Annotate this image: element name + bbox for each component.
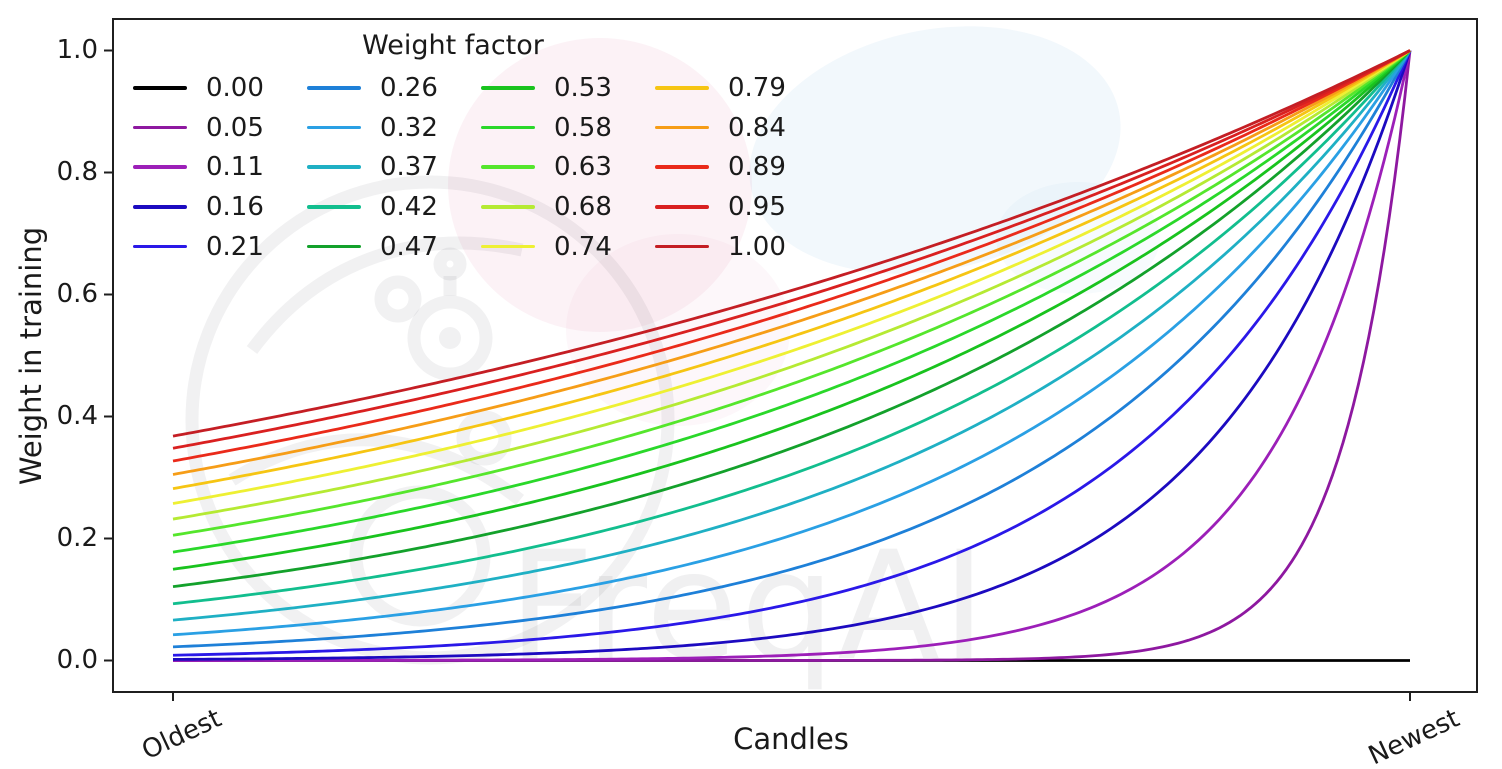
legend-line-swatch [307,165,361,170]
legend-entry-0.11: 0.11 [133,147,307,187]
weight-curve-0.53 [172,49,1411,571]
legend-entry-0.47: 0.47 [307,227,481,267]
legend-line-swatch [655,125,709,130]
weight-curve-0.32 [172,49,1412,637]
legend-entry-label: 0.00 [206,72,264,103]
legend-entry-label: 0.21 [206,231,264,262]
watermark-pink-leaf-2 [566,234,790,426]
legend-entry-0.21: 0.21 [133,227,307,267]
legend-title: Weight factor [362,30,544,61]
weight-curve-0.63 [172,49,1411,537]
legend-line-swatch [481,244,535,249]
legend-line-swatch [481,165,535,170]
legend-entry-label: 0.32 [380,112,438,143]
legend-grid: 0.00 0.05 0.11 0.16 0.21 0.26 0.32 0.37 0.42 0.47… [133,68,829,266]
legend-line-swatch [481,86,535,90]
weight-curve-0.84 [172,49,1411,476]
weight-curve-0.11 [173,50,1412,662]
legend-entry-0.79: 0.79 [655,68,829,108]
weight-curve-0.42 [172,49,1412,606]
legend-entry-label: 0.63 [554,152,612,183]
watermark-logo-dot [439,327,461,349]
weight-curve-0.16 [172,50,1412,661]
weight-curve-0.47 [172,49,1412,589]
legend-line-swatch [655,205,709,209]
legend-entry-0.00: 0.00 [133,68,307,108]
legend-entry-label: 0.74 [554,231,612,262]
legend-line-swatch [307,205,361,209]
legend-line-swatch [655,86,709,90]
legend-line-swatch [655,165,709,170]
legend-entry-label: 0.53 [554,72,612,103]
legend-line-swatch [307,125,361,130]
legend-line-swatch [481,125,535,130]
legend-line-swatch [133,125,187,130]
watermark-text: FreqAI [508,520,988,694]
legend-entry-1.00: 1.00 [655,227,829,267]
legend-entry-label: 0.47 [380,231,438,262]
legend-entry-0.42: 0.42 [307,187,481,227]
legend-entry-label: 0.37 [380,152,438,183]
watermark-pink-leaf [448,38,752,332]
weight-curve-0.68 [172,49,1411,521]
axis-ticks [104,49,1411,701]
legend-entry-0.63: 0.63 [481,147,655,187]
legend-entry-0.84: 0.84 [655,108,829,148]
legend-line-swatch [655,244,709,249]
weight-curve-0.37 [172,49,1412,622]
legend-entry-label: 0.26 [380,72,438,103]
legend-line-swatch [133,86,187,90]
weight-curve-0.26 [172,49,1412,649]
weight-curves [172,49,1412,662]
legend-entry-label: 0.11 [206,152,264,183]
legend-entry-label: 1.00 [728,231,786,262]
axes-spines [112,18,1478,693]
weight-curve-0.95 [172,49,1411,450]
legend-entry-0.16: 0.16 [133,187,307,227]
legend-line-swatch [133,165,187,170]
legend-entry-0.26: 0.26 [307,68,481,108]
legend-entry-label: 0.58 [554,112,612,143]
legend-entry-label: 0.05 [206,112,264,143]
weight-curve-0.58 [172,49,1411,554]
legend-entry-0.95: 0.95 [655,187,829,227]
legend-entry-label: 0.79 [728,72,786,103]
legend-line-swatch [133,244,187,249]
legend-entry-label: 0.95 [728,191,786,222]
legend-line-swatch [307,86,361,90]
legend-entry-0.58: 0.58 [481,108,655,148]
weight-curve-0.21 [172,49,1412,657]
weight-curve-0.74 [172,49,1411,505]
weight-curve-0.79 [172,49,1411,490]
legend-entry-0.89: 0.89 [655,147,829,187]
legend-line-swatch [133,205,187,209]
legend-entry-label: 0.16 [206,191,264,222]
legend-line-swatch [481,205,535,209]
legend-entry-label: 0.89 [728,152,786,183]
weight-curve-0.89 [172,49,1411,463]
legend-entry-0.32: 0.32 [307,108,481,148]
legend-entry-label: 0.42 [380,191,438,222]
legend-entry-0.05: 0.05 [133,108,307,148]
legend-line-swatch [307,244,361,249]
legend-entry-0.74: 0.74 [481,227,655,267]
legend: Weight factor 0.00 0.05 0.11 0.16 0.21 0.26 0.… [125,27,829,266]
legend-entry-0.68: 0.68 [481,187,655,227]
weight-curve-1.00 [172,49,1411,438]
legend-entry-0.37: 0.37 [307,147,481,187]
legend-entry-0.53: 0.53 [481,68,655,108]
legend-entry-label: 0.84 [728,112,786,143]
legend-entry-label: 0.68 [554,191,612,222]
